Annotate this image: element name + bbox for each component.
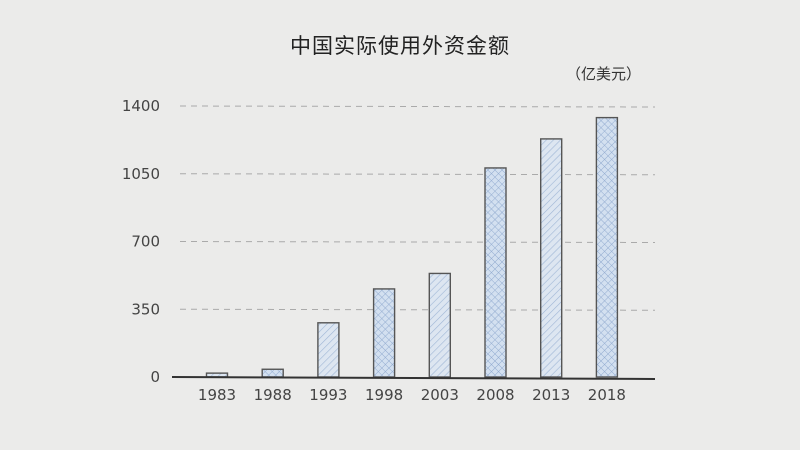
gridline: [179, 241, 656, 243]
gridline: [179, 105, 656, 108]
x-tick-label: 1998: [365, 386, 403, 404]
y-tick-label: 350: [131, 300, 160, 318]
x-tick-label: 1988: [254, 386, 292, 404]
x-tick-label: 1983: [198, 386, 236, 404]
y-tick-label: 1400: [122, 97, 160, 115]
chart-title: 中国实际使用外资金额: [290, 34, 510, 58]
bar-1998: [372, 288, 396, 378]
y-tick-label: 700: [131, 233, 160, 251]
bar-2018: [595, 116, 619, 378]
gridline: [179, 308, 656, 311]
gridline: [179, 173, 656, 176]
bar-2013: [540, 138, 563, 378]
y-tick-label: 1050: [122, 165, 160, 183]
x-tick-label: 2008: [476, 386, 514, 404]
bar-2008: [484, 167, 507, 378]
x-tick-label: 2013: [532, 386, 570, 404]
unit-label: （亿美元）: [566, 65, 642, 83]
bar-1988: [261, 368, 284, 378]
bar-2003: [428, 272, 451, 378]
bar-1993: [317, 322, 340, 378]
x-axis: [171, 376, 656, 380]
x-tick-label: 2018: [588, 386, 626, 404]
x-tick-label: 1993: [309, 386, 347, 404]
y-tick-label: 0: [150, 368, 160, 386]
x-tick-label: 2003: [421, 386, 459, 404]
